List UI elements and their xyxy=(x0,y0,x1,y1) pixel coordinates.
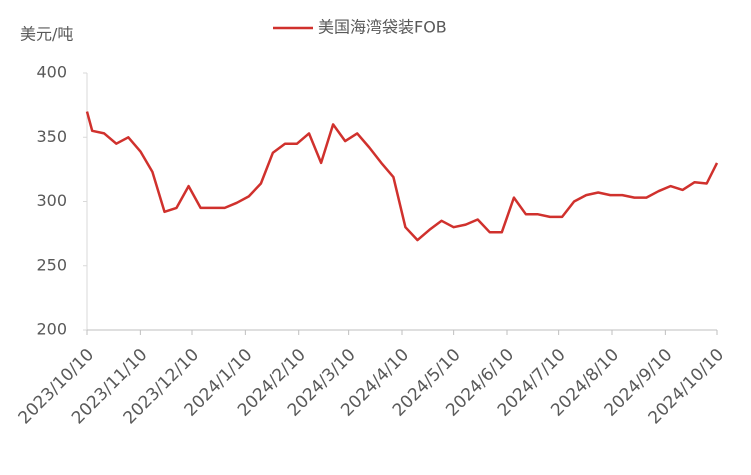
y-tick-label: 300 xyxy=(36,191,67,210)
y-tick-label: 200 xyxy=(36,320,67,339)
y-tick-label: 400 xyxy=(36,63,67,82)
y-axis-label: 美元/吨 xyxy=(20,25,73,44)
y-tick-label: 250 xyxy=(36,255,67,274)
y-tick-label: 350 xyxy=(36,127,67,146)
data-line xyxy=(85,111,719,242)
legend-label: 美国海湾袋装FOB xyxy=(318,18,447,37)
